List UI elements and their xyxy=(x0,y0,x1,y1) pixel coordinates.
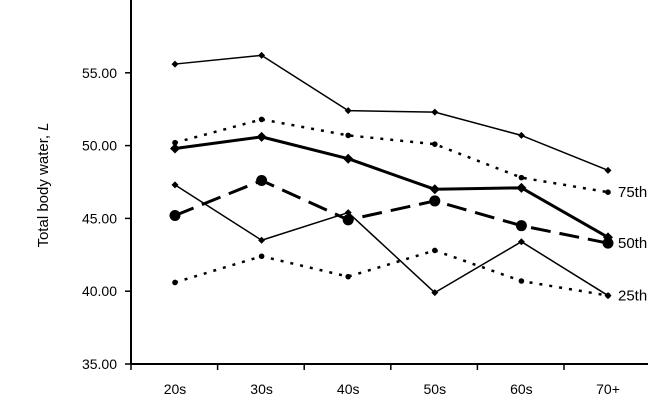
x-tick-label: 40s xyxy=(337,381,360,397)
data-point xyxy=(170,143,180,154)
y-axis-title: Total body water, L xyxy=(35,122,52,247)
data-point xyxy=(431,108,439,116)
series-line xyxy=(174,249,609,297)
series-line xyxy=(174,184,609,297)
series-group-a-50th xyxy=(170,131,613,243)
data-point xyxy=(171,60,179,68)
data-point xyxy=(515,220,527,232)
data-point xyxy=(344,209,352,217)
data-point xyxy=(344,107,352,115)
data-point xyxy=(605,292,611,299)
data-point xyxy=(518,278,525,284)
series-layer xyxy=(169,51,614,300)
y-tick-label: 45.00 xyxy=(82,210,117,226)
series-line xyxy=(174,118,609,194)
data-point xyxy=(258,51,266,59)
series-line xyxy=(174,135,609,239)
series-group-b-50th xyxy=(169,175,614,249)
y-axis-title-unit: L xyxy=(35,122,52,130)
series-group-a-75th xyxy=(171,51,612,174)
data-point xyxy=(256,131,267,142)
data-point xyxy=(345,132,352,139)
data-point xyxy=(432,247,438,254)
y-axis-title-text: Total body water, xyxy=(35,131,52,248)
data-point xyxy=(258,116,265,123)
y-tick-label: 55.00 xyxy=(82,65,117,81)
series-label-50th: 50th xyxy=(618,235,647,252)
data-point xyxy=(516,182,527,193)
data-point xyxy=(258,253,265,260)
data-point xyxy=(517,131,525,139)
y-tick-label: 50.00 xyxy=(82,138,117,154)
data-point xyxy=(429,184,440,195)
data-point xyxy=(172,139,178,146)
data-point xyxy=(258,236,266,244)
series-line xyxy=(174,179,609,245)
data-point xyxy=(429,195,441,207)
series-line xyxy=(174,54,609,172)
data-point xyxy=(256,175,268,187)
data-point xyxy=(518,174,525,181)
x-tick-label: 70+ xyxy=(596,381,620,397)
series-group-b-75th xyxy=(172,116,611,195)
data-point xyxy=(172,279,178,286)
x-tick-label: 30s xyxy=(250,381,273,397)
data-point xyxy=(343,153,354,164)
y-tick-label: 35.00 xyxy=(82,356,117,372)
data-point xyxy=(431,289,439,297)
data-point xyxy=(171,181,179,189)
data-point xyxy=(605,189,611,195)
data-point xyxy=(517,238,525,246)
y-tick-label: 40.00 xyxy=(82,283,117,299)
data-point xyxy=(345,273,352,280)
x-tick-label: 50s xyxy=(424,381,447,397)
series-label-25th: 25th xyxy=(618,288,647,305)
x-tick-label: 20s xyxy=(164,381,187,397)
series-group-b-25th xyxy=(172,247,611,299)
x-tick-label: 60s xyxy=(510,381,533,397)
series-label-75th: 75th xyxy=(618,184,647,201)
data-point xyxy=(342,214,354,226)
end-labels: 75th 50th 25th xyxy=(618,184,647,304)
series-group-a-25th xyxy=(171,181,612,300)
data-point xyxy=(432,141,438,147)
data-point xyxy=(602,237,614,249)
data-point xyxy=(169,209,181,221)
axes: 35.00 40.00 45.00 50.00 55.00 20s 30s 40s 50s 60s… xyxy=(82,0,648,397)
data-point xyxy=(604,166,612,174)
